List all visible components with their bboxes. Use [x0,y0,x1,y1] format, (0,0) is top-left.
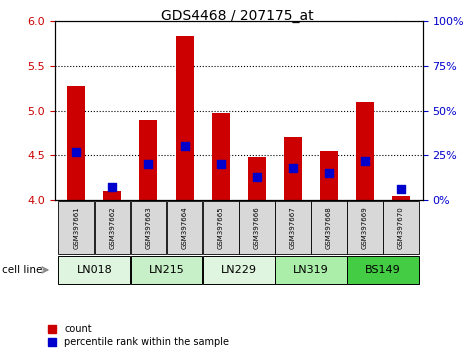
Point [181,144,189,149]
FancyBboxPatch shape [347,201,383,254]
Bar [212,113,230,200]
Bar [176,36,194,200]
Point [325,170,332,176]
Bar [104,191,122,200]
FancyBboxPatch shape [131,256,202,284]
FancyBboxPatch shape [95,201,130,254]
Text: GDS4468 / 207175_at: GDS4468 / 207175_at [161,9,314,23]
Bar [284,137,302,200]
Point [217,161,225,167]
Text: GSM397667: GSM397667 [290,206,296,249]
FancyBboxPatch shape [203,201,238,254]
Point [289,165,296,171]
FancyBboxPatch shape [275,201,311,254]
FancyBboxPatch shape [203,256,275,284]
Bar [67,86,86,200]
Legend: count, percentile rank within the sample: count, percentile rank within the sample [48,325,229,347]
FancyBboxPatch shape [347,256,419,284]
Text: LN319: LN319 [293,265,329,275]
FancyBboxPatch shape [167,201,202,254]
FancyBboxPatch shape [239,201,275,254]
Point [109,185,116,190]
Point [145,161,152,167]
Bar [247,157,266,200]
FancyBboxPatch shape [311,201,347,254]
Bar [140,120,158,200]
Point [253,174,260,179]
Text: GSM397670: GSM397670 [398,206,404,249]
Text: GSM397665: GSM397665 [218,206,224,249]
Point [361,158,369,164]
Text: GSM397661: GSM397661 [73,206,79,249]
Text: cell line: cell line [2,265,43,275]
Text: GSM397666: GSM397666 [254,206,260,249]
Bar [356,102,374,200]
Text: GSM397663: GSM397663 [145,206,152,249]
Text: LN018: LN018 [76,265,112,275]
Bar [392,196,410,200]
FancyBboxPatch shape [383,201,419,254]
Bar [320,151,338,200]
Text: BS149: BS149 [365,265,401,275]
Text: GSM397662: GSM397662 [109,206,115,249]
Text: GSM397668: GSM397668 [326,206,332,249]
Text: LN229: LN229 [221,265,256,275]
Text: GSM397664: GSM397664 [181,206,188,249]
Point [73,149,80,155]
FancyBboxPatch shape [275,256,347,284]
Text: GSM397669: GSM397669 [362,206,368,249]
FancyBboxPatch shape [58,201,94,254]
FancyBboxPatch shape [131,201,166,254]
FancyBboxPatch shape [58,256,130,284]
Point [397,187,405,192]
Text: LN215: LN215 [149,265,184,275]
